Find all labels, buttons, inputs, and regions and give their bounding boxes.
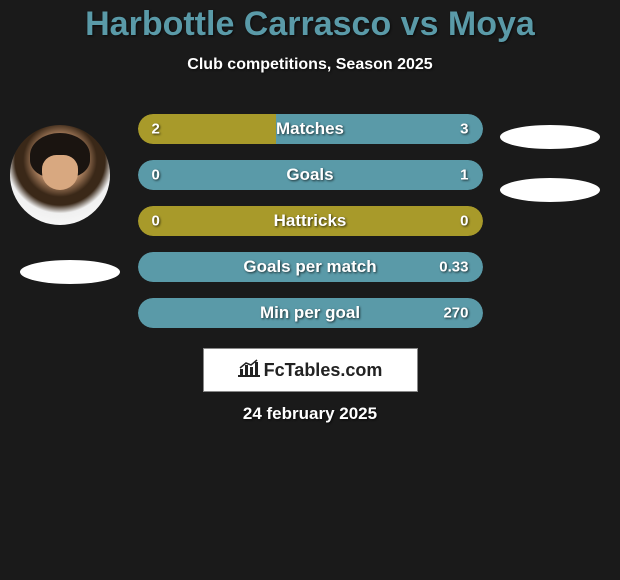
player-avatar-left [10,125,110,225]
logo-box: FcTables.com [203,348,418,392]
subtitle: Club competitions, Season 2025 [0,56,620,74]
stat-row: Min per goal270 [138,298,483,328]
stat-row: Goals0 1 [138,160,483,190]
stat-row: Matches2 3 [138,114,483,144]
page-title: Harbottle Carrasco vs Moya [0,5,620,44]
stat-label: Min per goal [138,303,483,323]
stat-value-right: 0 [460,213,468,230]
stat-value-left: 0 [152,167,160,184]
stat-value-right: 3 [460,121,468,138]
stat-label: Hattricks [138,211,483,231]
stat-value-left: 2 [152,121,160,138]
stat-value-right: 270 [443,305,468,322]
stat-row: Hattricks0 0 [138,206,483,236]
stat-value-right: 1 [460,167,468,184]
player-name-badge-right-1 [500,125,600,149]
stat-label: Goals [138,165,483,185]
player-name-badge-left [20,260,120,284]
stat-value-left: 0 [152,213,160,230]
stat-label: Matches [138,119,483,139]
stats-list: Matches23Goals01Hattricks00Goals per mat… [138,114,483,328]
stat-label: Goals per match [138,257,483,277]
stat-row: Goals per match0.33 [138,252,483,282]
logo-text: FcTables.com [264,360,383,381]
chart-icon [238,359,260,382]
date-text: 24 february 2025 [0,404,620,424]
player-name-badge-right-2 [500,178,600,202]
stat-value-right: 0.33 [439,259,468,276]
comparison-card: Harbottle Carrasco vs Moya Club competit… [0,0,620,424]
